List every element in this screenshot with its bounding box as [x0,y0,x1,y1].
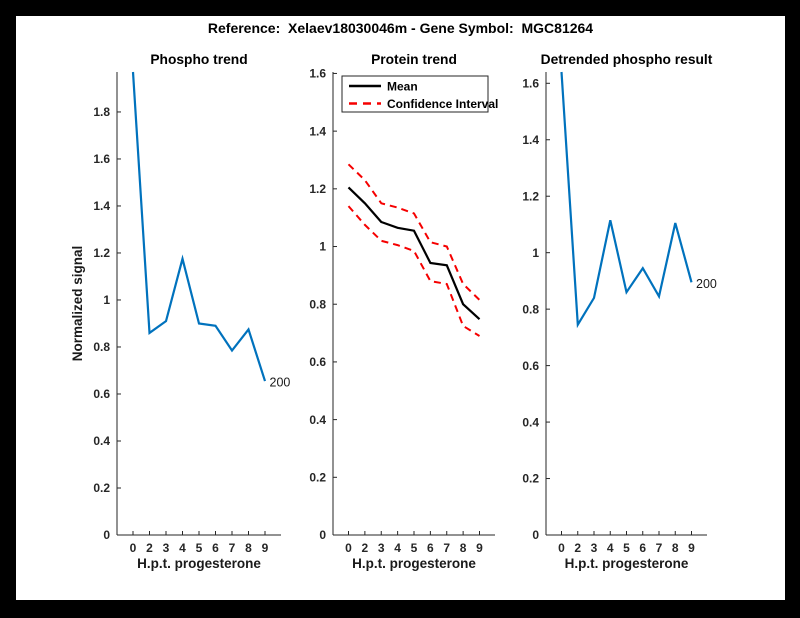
y-tick-label: 0.8 [522,302,539,316]
x-tick-label: 6 [427,541,434,555]
x-tick-label: 5 [196,541,203,555]
y-tick-label: 0 [532,528,539,542]
legend-entry-label: Confidence Interval [387,97,498,111]
legend-entry-label: Mean [387,79,418,93]
y-tick-label: 1 [532,246,539,260]
x-tick-label: 3 [591,541,598,555]
y-tick-label: 0.4 [522,415,539,429]
subplot-title: Phospho trend [150,52,247,67]
y-tick-label: 0.4 [93,434,110,448]
y-tick-label: 0.6 [522,359,539,373]
x-axis-label: H.p.t. progesterone [137,556,261,571]
x-tick-label: 6 [639,541,646,555]
y-tick-label: 1 [319,240,326,254]
figure-background [16,16,785,600]
y-tick-label: 0.2 [309,471,326,485]
x-tick-label: 4 [607,541,614,555]
x-tick-label: 7 [656,541,663,555]
y-tick-label: 1.6 [522,76,539,90]
y-tick-label: 1 [103,293,110,307]
x-tick-label: 9 [688,541,695,555]
x-tick-label: 6 [212,541,219,555]
y-tick-label: 1.2 [309,182,326,196]
y-tick-label: 1.4 [93,199,110,213]
endpoint-annotation: 200 [270,376,291,390]
y-tick-label: 1.2 [93,246,110,260]
y-tick-label: 0.8 [93,340,110,354]
x-tick-label: 9 [476,541,483,555]
series-confidence-interval-lower [347,205,481,337]
y-tick-label: 1.2 [522,189,539,203]
series-confidence-interval-upper [347,163,481,301]
subplot-title: Protein trend [371,52,457,67]
x-tick-label: 8 [672,541,679,555]
y-tick-label: 0.2 [522,472,539,486]
y-tick-label: 1.4 [522,133,539,147]
x-tick-label: 4 [394,541,401,555]
x-tick-label: 7 [443,541,450,555]
series-phospho-signal [131,71,267,382]
x-tick-label: 4 [179,541,186,555]
y-tick-label: 1.4 [309,124,326,138]
y-tick-label: 0 [319,528,326,542]
x-tick-label: 0 [345,541,352,555]
x-tick-label: 0 [558,541,565,555]
series-detrended-phospho-signal [560,71,693,329]
x-tick-label: 0 [130,541,137,555]
x-tick-label: 3 [378,541,385,555]
x-tick-label: 2 [362,541,369,555]
legend-box [341,75,489,113]
x-axis-label: H.p.t. progesterone [565,556,689,571]
x-tick-label: 9 [262,541,269,555]
x-tick-label: 5 [411,541,418,555]
y-tick-label: 0.6 [309,355,326,369]
y-tick-label: 1.6 [309,67,326,81]
y-tick-label: 0 [103,528,110,542]
x-tick-label: 8 [460,541,467,555]
figure-title: Reference: Xelaev18030046m - Gene Symbol… [207,20,594,36]
x-tick-label: 5 [623,541,630,555]
x-tick-label: 2 [574,541,581,555]
x-tick-label: 8 [245,541,252,555]
y-tick-label: 0.2 [93,481,110,495]
x-tick-label: 3 [163,541,170,555]
y-tick-label: 1.8 [93,105,110,119]
x-tick-label: 7 [229,541,236,555]
y-tick-label: 0.6 [93,387,110,401]
series-mean [347,186,481,321]
endpoint-annotation: 200 [696,277,717,291]
x-tick-label: 2 [146,541,153,555]
y-axis-label: Normalized signal [70,246,85,362]
y-tick-label: 0.8 [309,297,326,311]
x-axis-label: H.p.t. progesterone [352,556,476,571]
y-tick-label: 1.6 [93,152,110,166]
subplot-title: Detrended phospho result [541,52,713,67]
y-tick-label: 0.4 [309,413,326,427]
